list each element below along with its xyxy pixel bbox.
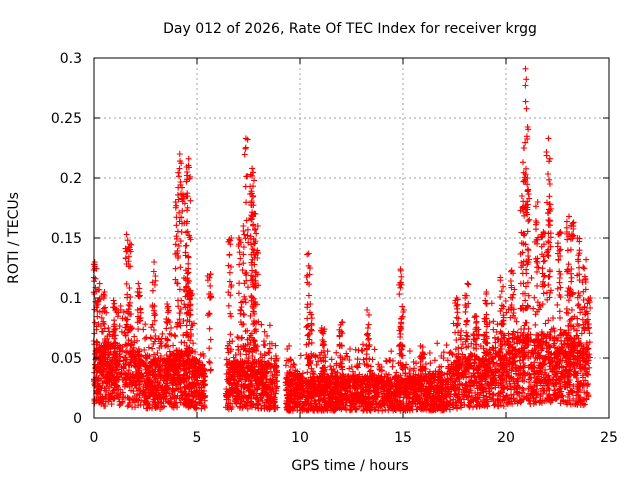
y-tick-label: 0.2	[60, 171, 82, 187]
x-axis-label: GPS time / hours	[291, 458, 408, 474]
y-tick-label: 0.1	[60, 291, 82, 307]
x-tick-label: 0	[90, 430, 99, 446]
y-tick-label: 0	[73, 411, 82, 427]
axis-ticks: 0 5 10 15 20 25 0 0.05 0.1 0.15 0.2 0.25 0.3	[51, 51, 618, 446]
data-points	[90, 65, 594, 414]
x-tick-label: 20	[497, 430, 515, 446]
y-tick-label: 0.3	[60, 51, 82, 67]
x-tick-label: 15	[394, 430, 412, 446]
y-axis-label: ROTI / TECUs	[6, 192, 22, 284]
x-tick-label: 25	[600, 430, 618, 446]
y-tick-label: 0.05	[51, 351, 82, 367]
y-tick-label: 0.25	[51, 111, 82, 127]
x-tick-label: 5	[193, 430, 202, 446]
roti-points	[90, 65, 594, 414]
x-tick-label: 10	[291, 430, 309, 446]
chart-title: Day 012 of 2026, Rate Of TEC Index for r…	[163, 21, 537, 37]
y-tick-label: 0.15	[51, 231, 82, 247]
